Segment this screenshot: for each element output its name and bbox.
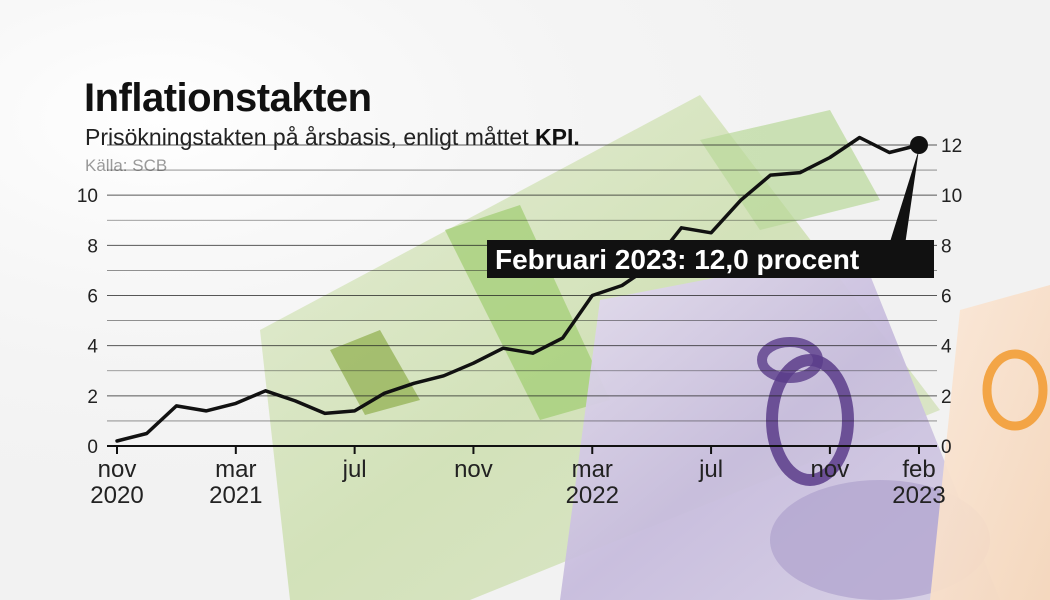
x-tick-label: nov bbox=[811, 456, 850, 483]
y-tick-label-left: 6 bbox=[87, 287, 98, 308]
chart-subtitle: Prisökningstakten på årsbasis, enligt må… bbox=[85, 124, 580, 151]
x-tick-label: nov bbox=[98, 456, 137, 483]
x-tick-label: nov bbox=[454, 456, 493, 483]
annotation-box bbox=[487, 240, 934, 278]
subtitle-text: Prisökningstakten på årsbasis, enligt må… bbox=[85, 124, 536, 150]
kpi-series-line bbox=[115, 135, 921, 443]
x-tick-label: jul bbox=[342, 456, 367, 483]
y-tick-label-left: 0 bbox=[87, 437, 98, 458]
x-tick-year-label: 2022 bbox=[566, 482, 619, 509]
y-tick-label-right: 4 bbox=[941, 337, 952, 358]
y-tick-label-right: 8 bbox=[941, 236, 952, 257]
purple-banknote bbox=[560, 250, 1000, 600]
endpoint-marker bbox=[910, 136, 928, 154]
x-tick-year-label: 2020 bbox=[90, 482, 143, 509]
orange-banknote bbox=[930, 285, 1050, 600]
y-tick-label-left: 10 bbox=[77, 186, 98, 207]
y-tick-label-left: 4 bbox=[87, 337, 98, 358]
y-tick-label-left: 8 bbox=[87, 236, 98, 257]
y-tick-label-right: 0 bbox=[941, 437, 952, 458]
annotation-label: Februari 2023: 12,0 procent bbox=[495, 244, 859, 275]
annotation-pointer bbox=[889, 149, 919, 245]
x-tick-year-label: 2021 bbox=[209, 482, 262, 509]
y-tick-label-left: 2 bbox=[87, 387, 98, 408]
x-tick-label: feb bbox=[902, 456, 935, 483]
y-tick-label-right: 6 bbox=[941, 287, 952, 308]
x-tick-label: mar bbox=[572, 456, 613, 483]
chart-title: Inflationstakten bbox=[84, 76, 372, 120]
x-tick-year-label: 2023 bbox=[892, 482, 945, 509]
x-tick-label: mar bbox=[215, 456, 256, 483]
y-tick-label-right: 12 bbox=[941, 136, 962, 157]
x-tick-label: jul bbox=[698, 456, 723, 483]
subtitle-emphasis: KPI. bbox=[535, 124, 580, 150]
y-tick-label-right: 10 bbox=[941, 186, 962, 207]
y-tick-label-right: 2 bbox=[941, 387, 952, 408]
